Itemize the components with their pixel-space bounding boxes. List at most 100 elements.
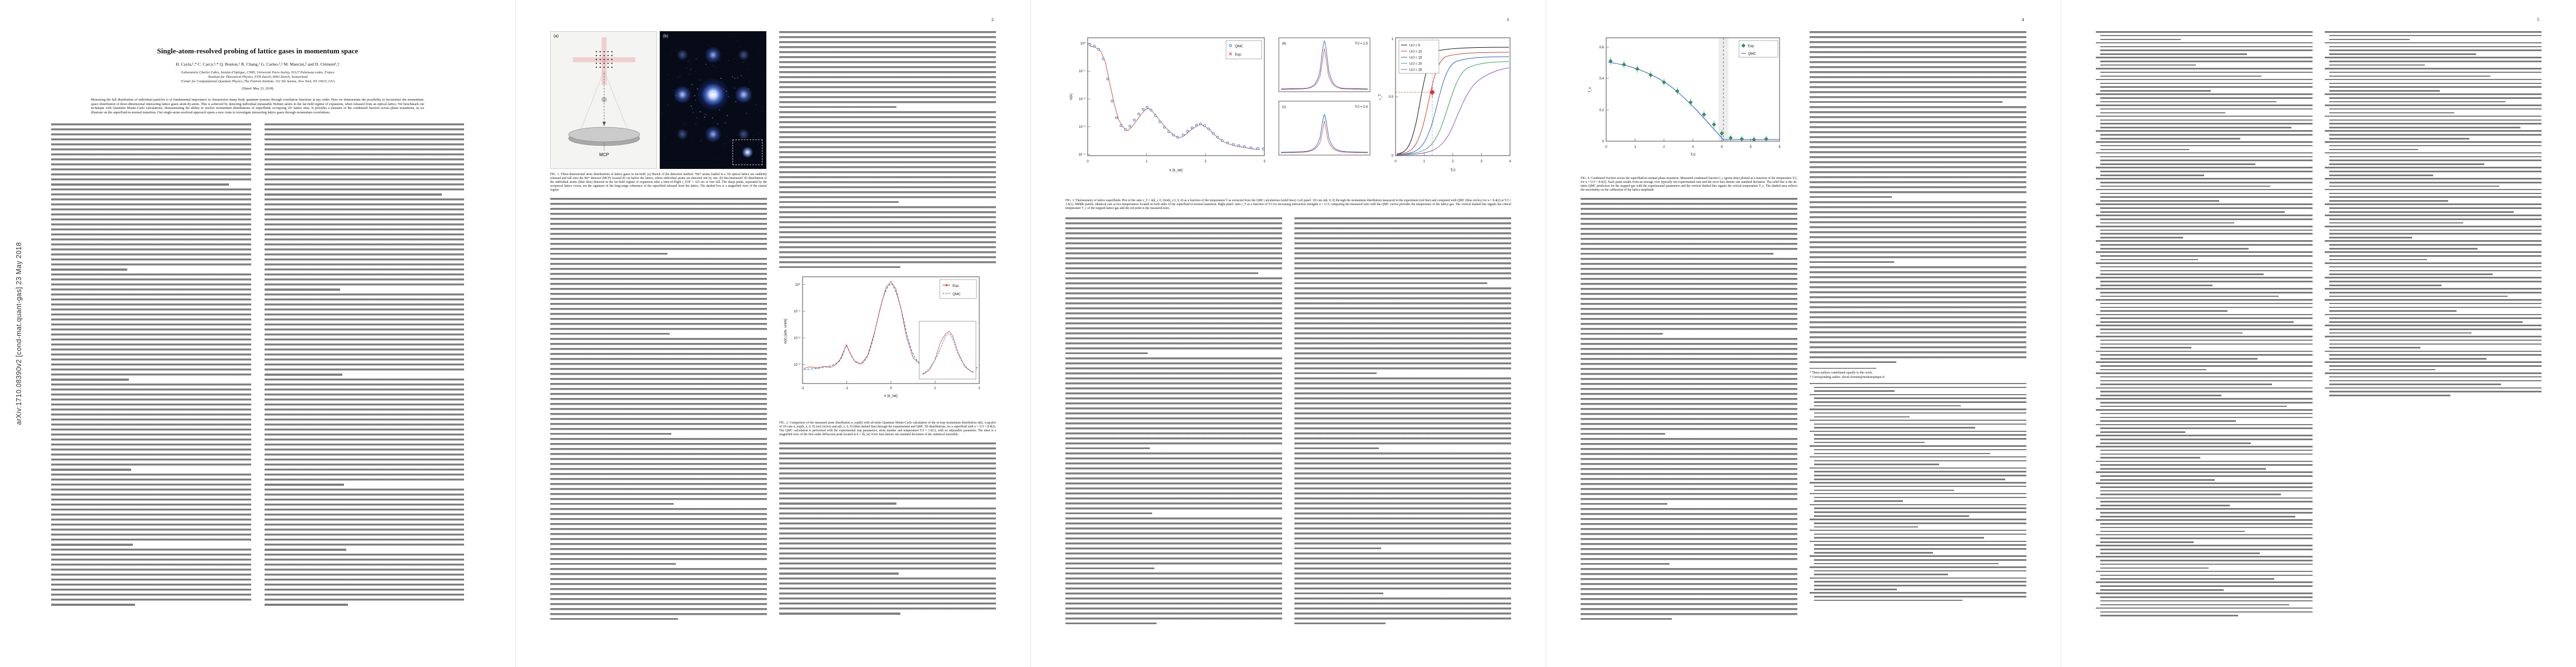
atom-dot [732, 76, 733, 77]
reference-entry [2096, 130, 2313, 140]
atom-dot [758, 98, 759, 100]
x-tick: 4 [1721, 146, 1723, 149]
body-text-paragraph [779, 111, 996, 203]
mcp-label: MCP [599, 152, 609, 157]
body-text-paragraph [550, 337, 767, 435]
y-tick-labels: 0.6 0.4 0.2 0 [1600, 46, 1605, 143]
reference-list-start [1810, 382, 2026, 601]
figure-1a-setup-sketch: (a) [550, 31, 657, 169]
text-block [1581, 198, 1797, 620]
qmc-points [1088, 43, 1265, 151]
reference-entry [2325, 130, 2542, 140]
x-tick: 1 [1145, 160, 1148, 163]
atom-dot [695, 71, 696, 72]
atom-dot [758, 133, 759, 134]
atom-dot [728, 59, 729, 61]
y-tick: 0.6 [1600, 46, 1605, 49]
x-tick: 1 [1423, 160, 1426, 163]
reference-entry [1810, 540, 2026, 554]
page-1-body: Single-atom-resolved probing of lattice … [0, 0, 515, 609]
body-text-paragraph [550, 437, 767, 505]
reference-entry [2096, 188, 2313, 202]
atom-dot [748, 68, 749, 69]
text-column-left: 0.6 0.4 0.2 0 0 1 2 3 4 5 [1581, 31, 1797, 623]
ratio-curves [1396, 47, 1509, 156]
x-tick: 3 [1692, 146, 1694, 149]
x-tick: 1 [934, 387, 936, 390]
page-4-body: 0.6 0.4 0.2 0 0 1 2 3 4 5 [1546, 0, 2061, 623]
atom-dot [719, 109, 720, 111]
atom-dot [695, 99, 696, 101]
atom-dot [706, 115, 707, 116]
atom-dot [709, 136, 710, 137]
x-tick: 4 [1509, 160, 1511, 163]
y-tick: 10⁰ [1080, 42, 1086, 46]
error-bars [1610, 57, 1767, 141]
mcp-detector [568, 127, 640, 151]
reference-entry [2325, 68, 2542, 77]
atom-dot [690, 67, 691, 69]
arxiv-stamp: arXiv:1710.08390v2 [cond-mat.quant-gas] … [15, 242, 23, 425]
reference-entry [2325, 251, 2542, 261]
footnote-corresponding-author: † Corresponding author: david.clement@in… [1810, 375, 1885, 379]
atom-dot [671, 53, 672, 54]
atom-dot [762, 106, 763, 107]
fall-arrow [602, 73, 606, 126]
atom-dot [719, 158, 720, 160]
text-column-left [51, 123, 251, 609]
page-number: 3 [1506, 17, 1509, 22]
reference-entry [2096, 93, 2313, 103]
legend: U/J = 5 U/J = 10 U/J = 15 U/J = 20 U/J =… [1398, 39, 1439, 74]
reference-entry [2325, 336, 2542, 349]
reference-entry [2096, 372, 2313, 385]
x-axis-label: k [k_lat] [884, 394, 898, 398]
atom-dot [733, 58, 735, 59]
reference-entry [2325, 57, 2542, 66]
reference-entry [2096, 398, 2313, 407]
reference-entry [1810, 482, 2026, 491]
reference-entry [2096, 152, 2313, 165]
atom-dot [704, 116, 706, 118]
atom-dot [724, 143, 725, 145]
x-axis-label: T/J [1450, 168, 1455, 172]
atom-dot [667, 104, 669, 106]
y-tick: 0.4 [1600, 77, 1605, 81]
atom-dot [719, 41, 720, 43]
y-tick: 10⁻³ [794, 364, 800, 367]
body-text-paragraph [1810, 106, 2026, 198]
reference-entry [2096, 277, 2313, 286]
panel-b-label: (b) [1282, 42, 1286, 46]
body-text-paragraph [51, 273, 251, 381]
body-text-paragraph [51, 123, 251, 186]
body-text-paragraph [264, 489, 464, 551]
reference-entry [2325, 225, 2542, 238]
body-text-paragraph [264, 123, 464, 196]
reference-entry [2096, 68, 2313, 77]
reference-entry [2325, 31, 2542, 41]
atom-dot [712, 65, 714, 66]
atom-dot [723, 52, 724, 54]
body-text-paragraph [1294, 597, 1511, 625]
body-text-paragraph [550, 198, 767, 255]
reference-entry [2325, 42, 2542, 55]
page-3-body: 10⁰ 10⁻¹ 10⁻² 10⁻³ 10⁻⁴ 0 1 2 3 k [k_ [1031, 0, 1546, 628]
x-tick: -2 [801, 387, 804, 390]
x-tick: 3 [1263, 160, 1265, 163]
reference-entry [2325, 115, 2542, 128]
atom-dot [742, 148, 743, 149]
panel-cut-high-temperature: (b) T/J = 1.5 [1278, 37, 1371, 92]
affiliations: ¹Laboratoire Charles Fabry, Institut d'O… [51, 71, 464, 84]
reference-entry [1810, 394, 2026, 407]
atom-dot [747, 137, 749, 139]
atom-dot [682, 87, 684, 88]
atom-dot [717, 123, 718, 125]
inset-plot [919, 321, 976, 380]
atom-dot [715, 67, 716, 68]
panel-momentum-distribution: 10⁰ 10⁻¹ 10⁻² 10⁻³ 10⁻⁴ 0 1 2 3 k [k_ [1069, 37, 1265, 172]
body-text-paragraph [1581, 507, 1797, 565]
reference-entry [2096, 581, 2313, 591]
reference-entry [2096, 298, 2313, 312]
reference-entry [2325, 350, 2542, 360]
legend: Exp. QMC [939, 280, 977, 299]
expansion-cone [580, 70, 628, 130]
